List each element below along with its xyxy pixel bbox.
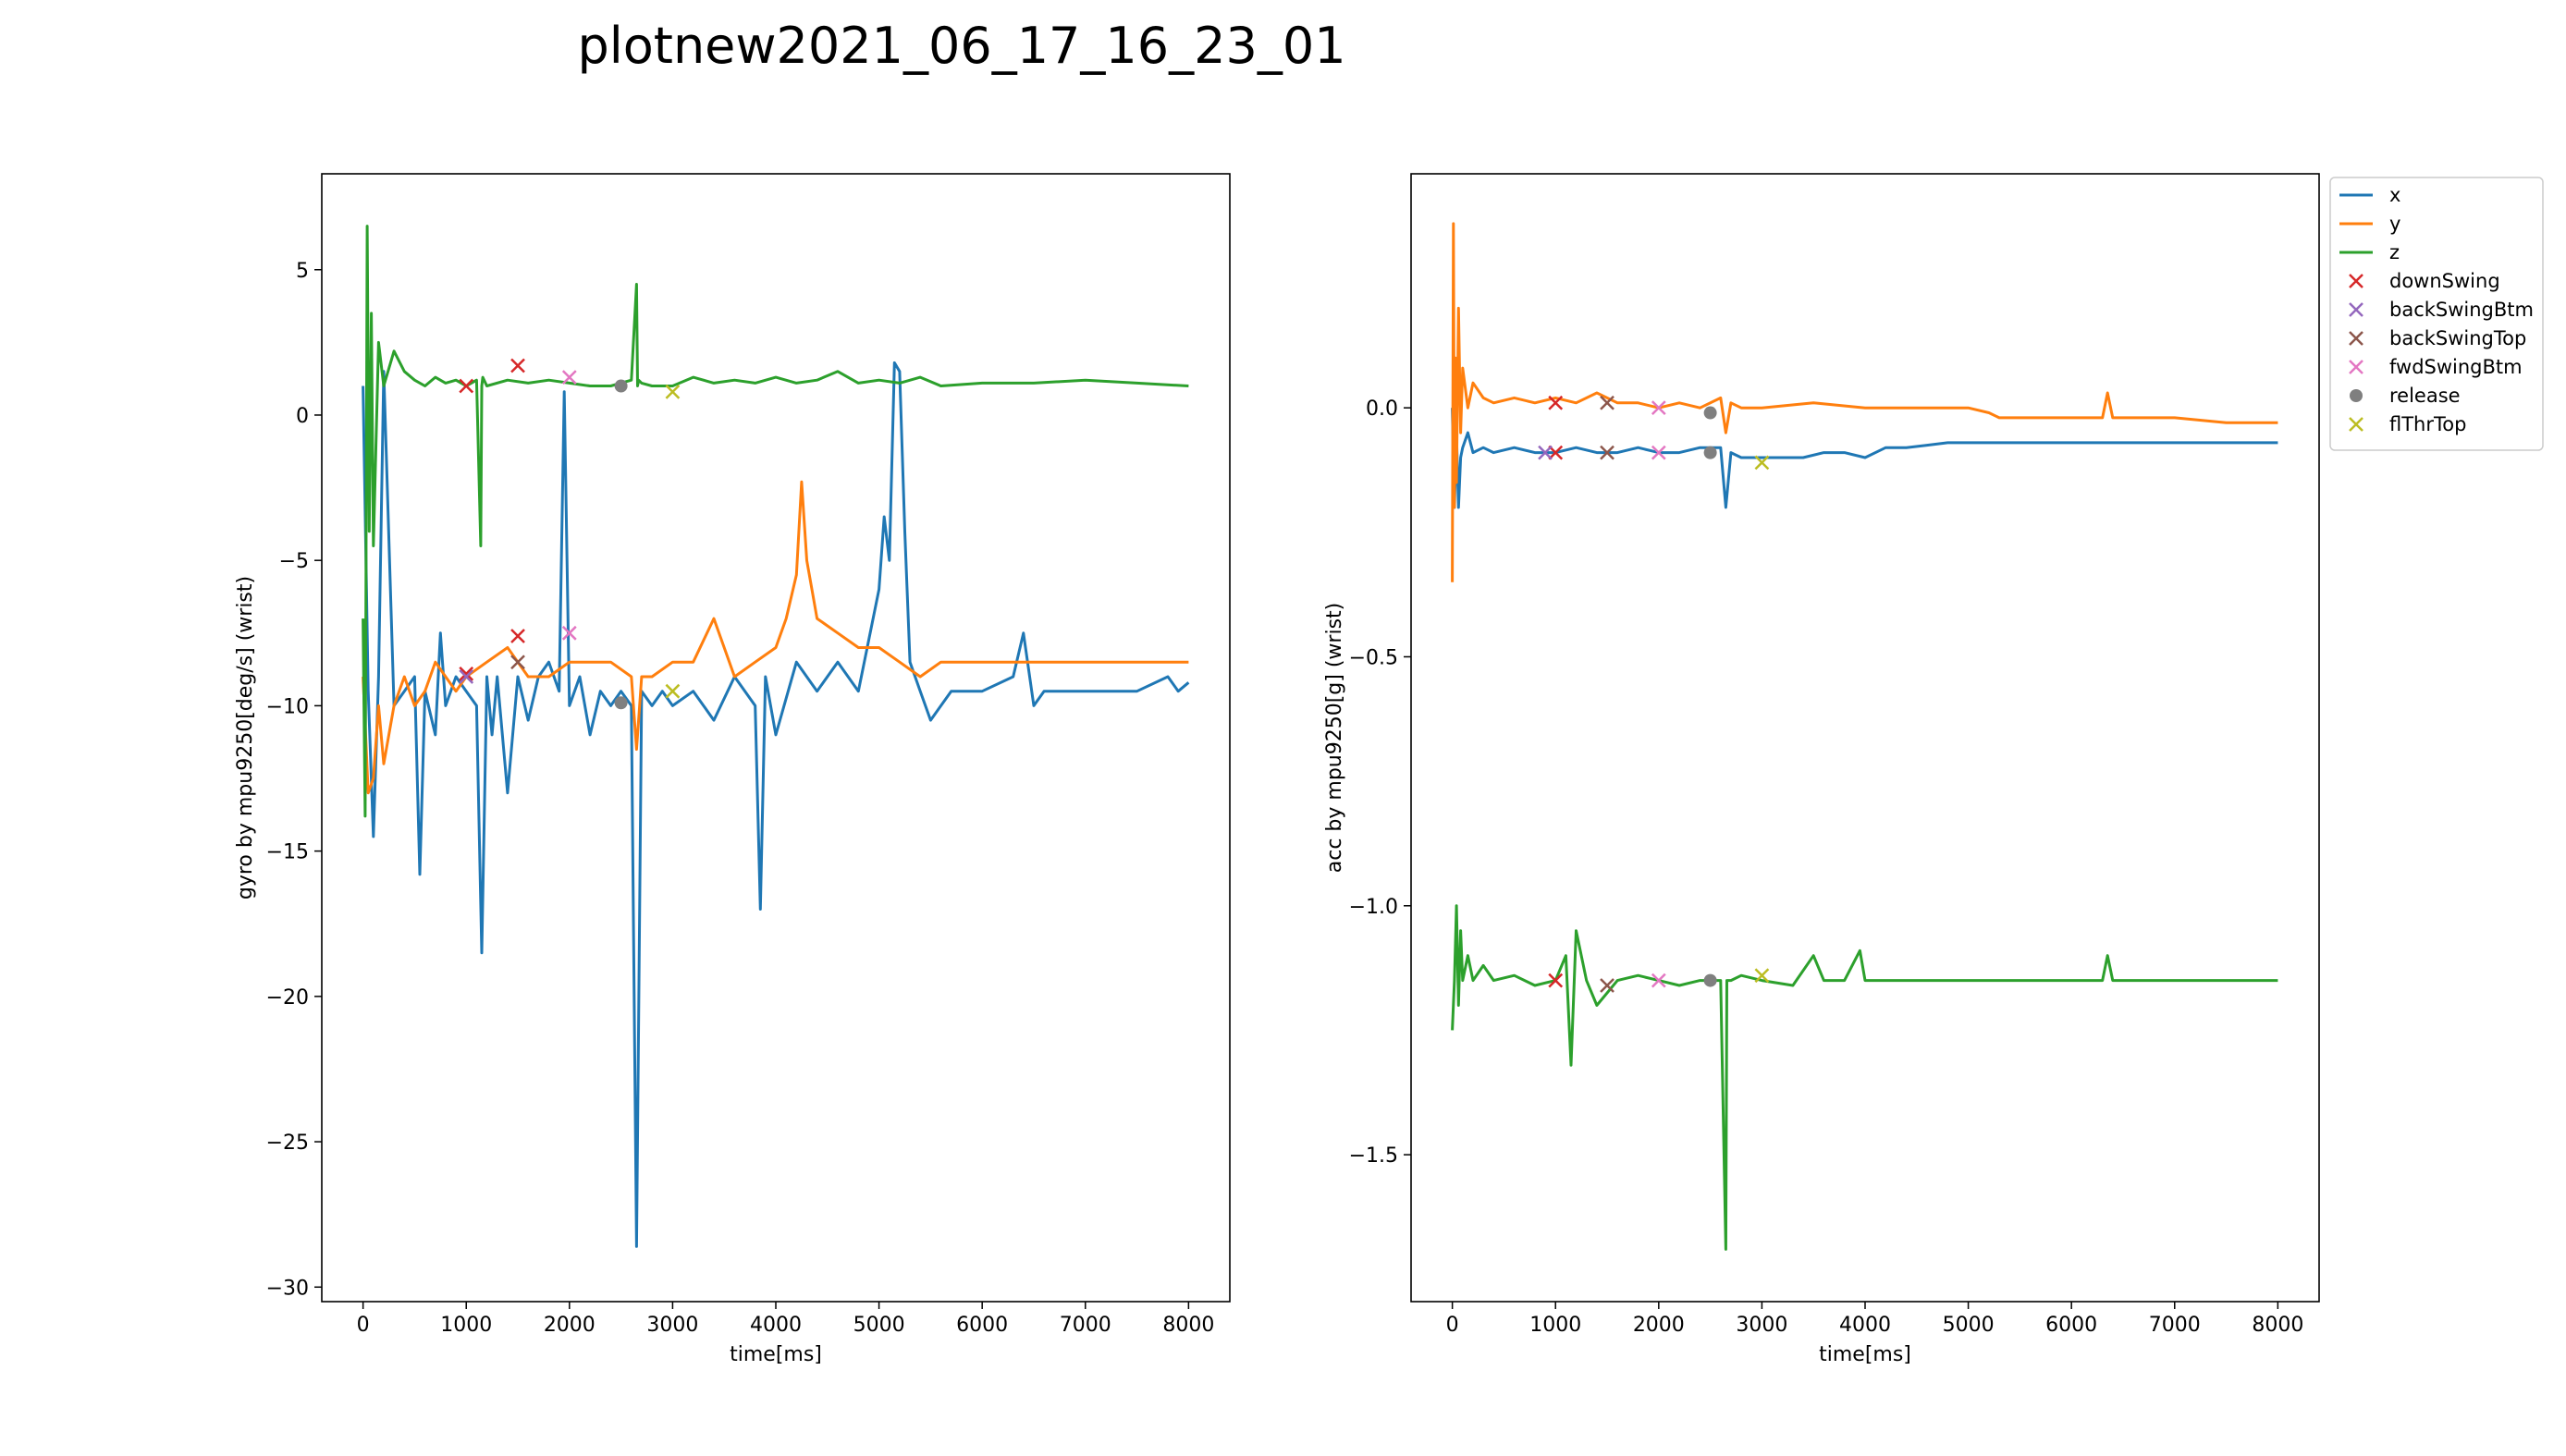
legend-label-backSwingBtm: backSwingBtm: [2389, 299, 2534, 321]
marker-downSwing: [459, 378, 474, 394]
series-line-z: [1451, 904, 2278, 1251]
marker-flThrTop: [1754, 968, 1770, 984]
x-tick-label: 0: [357, 1314, 370, 1337]
y-tick-label: −0.5: [1349, 646, 1398, 669]
x-axis-label: time[ms]: [730, 1343, 822, 1366]
x-tick-label: 4000: [750, 1314, 802, 1337]
x-tick-label: 2000: [544, 1314, 595, 1337]
legend-label-release: release: [2389, 385, 2461, 407]
marker-downSwing: [459, 666, 474, 681]
x-tick-label: 8000: [2252, 1314, 2303, 1337]
marker-backSwingBtm: [1538, 445, 1553, 460]
x-tick-label: 5000: [853, 1314, 905, 1337]
legend: xyz downSwing backSwingBtm backSwingTop fwdS…: [2329, 177, 2544, 451]
y-tick-label: 0: [296, 405, 309, 428]
series-line-y: [362, 480, 1189, 795]
legend-label-backSwingTop: backSwingTop: [2389, 327, 2526, 349]
legend-swatch-backSwingBtm: [2349, 302, 2363, 317]
marker-downSwing: [1548, 395, 1564, 410]
y-tick-label: −30: [266, 1277, 309, 1300]
x-tick-label: 6000: [956, 1314, 1008, 1337]
marker-backSwingTop: [1600, 978, 1614, 993]
series-line-y: [1451, 222, 2278, 582]
legend-label-fwdSwingBtm: fwdSwingBtm: [2389, 356, 2523, 378]
marker-release: [614, 379, 628, 393]
marker-fwdSwingBtm: [1651, 973, 1666, 988]
legend-swatch-release: [2350, 389, 2363, 402]
y-axis-label: gyro by mpu9250[deg/s] (wrist): [234, 576, 257, 899]
legend-label-y: y: [2389, 213, 2400, 235]
marker-release: [1703, 446, 1717, 459]
legend-swatch-fwdSwingBtm: [2349, 360, 2363, 374]
y-axis-label: acc by mpu9250[g] (wrist): [1323, 603, 1346, 874]
y-tick-label: −1.5: [1349, 1144, 1398, 1168]
acc-subplot: 0 1000 2000 3000 4000 5000 6000 7000 8000 0.0 −0.5…: [1323, 173, 2320, 1366]
marker-release: [1703, 973, 1717, 987]
x-tick-label: 7000: [1060, 1314, 1111, 1337]
y-tick-label: −25: [266, 1132, 309, 1155]
y-tick-label: −10: [266, 695, 309, 718]
marker-downSwing: [510, 358, 525, 373]
legend-label-downSwing: downSwing: [2389, 270, 2500, 292]
marker-downSwing: [510, 629, 525, 643]
y-tick-label: 5: [296, 260, 309, 283]
x-tick-label: 1000: [440, 1314, 492, 1337]
marker-backSwingTop: [510, 655, 525, 670]
x-tick-label: 4000: [1839, 1314, 1891, 1337]
x-tick-label: 5000: [1943, 1314, 1995, 1337]
x-tick-label: 0: [1446, 1314, 1459, 1337]
x-tick-label: 1000: [1529, 1314, 1581, 1337]
marker-fwdSwingBtm: [561, 625, 577, 641]
marker-downSwing: [1548, 973, 1564, 988]
y-tick-label: 0.0: [1366, 398, 1398, 421]
marker-fwdSwingBtm: [561, 370, 577, 385]
y-tick-label: −15: [266, 841, 309, 864]
marker-backSwingTop: [1600, 445, 1614, 460]
series-line-x: [1451, 408, 2278, 509]
marker-backSwingBtm: [459, 669, 474, 684]
y-tick-label: −1.0: [1349, 896, 1398, 919]
legend-label-flThrTop: flThrTop: [2389, 413, 2466, 435]
x-axis-label: time[ms]: [1819, 1343, 1911, 1366]
legend-swatch-backSwingTop: [2349, 331, 2363, 346]
legend-label-x: x: [2389, 184, 2400, 206]
axes-frame: [1410, 173, 2320, 1303]
marker-release: [1703, 406, 1717, 420]
legend-label-z: z: [2389, 241, 2400, 263]
marker-downSwing: [1548, 445, 1564, 460]
gyro-subplot: 0 1000 2000 3000 4000 5000 6000 7000 8000 5 0 −5 −10…: [234, 173, 1231, 1366]
legend-frame: [2329, 177, 2544, 451]
y-tick-label: −20: [266, 986, 309, 1009]
axes-frame: [321, 173, 1231, 1303]
series-line-x: [362, 361, 1190, 1248]
x-tick-label: 7000: [2149, 1314, 2201, 1337]
legend-swatch-flThrTop: [2349, 417, 2363, 432]
marker-fwdSwingBtm: [1651, 400, 1666, 416]
figure-title: plotnew2021_06_17_16_23_01: [577, 17, 1345, 75]
series-line-z: [362, 225, 1189, 818]
marker-flThrTop: [665, 683, 681, 699]
x-tick-label: 2000: [1633, 1314, 1685, 1337]
y-tick-label: −5: [279, 550, 309, 573]
legend-swatch-downSwing: [2349, 274, 2363, 288]
marker-backSwingTop: [1600, 395, 1614, 410]
x-tick-label: 6000: [2045, 1314, 2097, 1337]
marker-flThrTop: [1754, 455, 1770, 471]
marker-fwdSwingBtm: [1651, 445, 1666, 460]
marker-flThrTop: [665, 384, 681, 399]
x-tick-label: 8000: [1162, 1314, 1214, 1337]
x-tick-label: 3000: [1736, 1314, 1787, 1337]
marker-release: [614, 696, 628, 710]
x-tick-label: 3000: [646, 1314, 698, 1337]
